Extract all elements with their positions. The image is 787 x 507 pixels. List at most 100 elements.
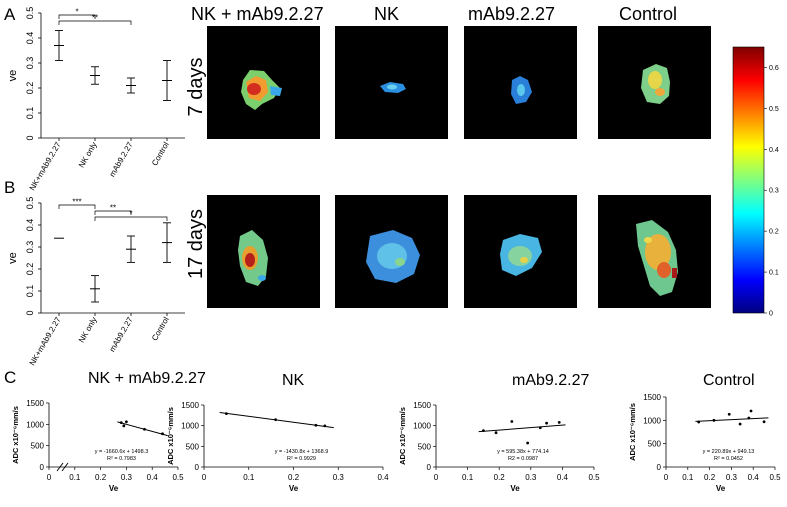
significance-label: * xyxy=(129,210,132,219)
colorbar-tick-label: 0.5 xyxy=(769,106,779,113)
fit-equation: y = 220.89x + 949.13 xyxy=(703,449,755,455)
x-tick-label: 0.3 xyxy=(333,473,345,482)
x-tick-label: 0.5 xyxy=(769,473,781,482)
data-point xyxy=(557,420,561,424)
colorbar-tick-label: 0.3 xyxy=(769,188,779,195)
trend-line xyxy=(117,421,168,437)
y-tick-label: 500 xyxy=(186,442,200,451)
x-tick-label: 0.2 xyxy=(494,473,506,482)
axis-break-mark xyxy=(56,462,64,472)
significance-bracket xyxy=(58,20,132,25)
data-point xyxy=(482,429,485,433)
y-axis-label: ve xyxy=(7,70,19,82)
chart-C4: Control 0 500 1000 1500 0 0.1 0.2 0.3 0.4 0.5 Ve ADC… xyxy=(628,372,781,493)
x-tick-label: 0.4 xyxy=(147,473,159,482)
x-tick-label: 0.5 xyxy=(172,473,184,482)
column-header-mab: mAb9.2.27 xyxy=(468,4,555,24)
y-tick-label: 0.2 xyxy=(25,263,35,276)
x-tick-label: NK only xyxy=(77,141,99,170)
column-header-nk: NK xyxy=(374,4,399,24)
x-tick-label: 0.3 xyxy=(525,473,537,482)
x-tick-label: NK+mAb9.2.27 xyxy=(28,140,63,192)
y-axis-label: ADC x10⁻⁶mm/s xyxy=(11,406,20,464)
tumor-7d-nk-mab xyxy=(241,70,282,110)
panel-label-a: A xyxy=(4,5,16,24)
x-tick-label: 0.4 xyxy=(748,473,760,482)
x-tick-label: 0.1 xyxy=(462,473,474,482)
y-axis-label: ADC x10⁻⁶mm/s xyxy=(398,407,407,465)
data-point xyxy=(323,424,327,428)
tumor-17d-nk-mab xyxy=(238,230,268,286)
y-axis-label: ADC x10⁻⁶mm/s xyxy=(628,403,637,461)
x-tick-label: 0.2 xyxy=(288,473,300,482)
tumor-17d-nk xyxy=(366,230,420,283)
y-tick-label: 1000 xyxy=(413,422,431,431)
chart-title: NK xyxy=(282,372,305,389)
chart-B: 0 0.1 0.2 0.3 0.4 0.5 ve NK+mAb9.2.27 NK only mAb… xyxy=(7,197,185,367)
x-tick-label: 0.3 xyxy=(726,473,738,482)
data-point xyxy=(697,420,701,424)
y-axis-label: ve xyxy=(7,252,19,264)
y-tick-label: 0 xyxy=(25,310,35,315)
column-header-control: Control xyxy=(619,4,677,24)
significance-label: *** xyxy=(72,198,81,207)
fit-equation: y = -1430.8x + 1368.9 xyxy=(275,449,329,455)
colorbar-tick-label: 0.1 xyxy=(769,270,779,277)
x-axis-label: Ve xyxy=(109,484,119,493)
data-point xyxy=(224,412,228,416)
data-point xyxy=(274,418,277,422)
significance-bracket xyxy=(58,14,96,19)
x-tick-label: 0 xyxy=(434,473,439,482)
panel-label-b: B xyxy=(4,178,15,197)
y-tick-label: 500 xyxy=(31,442,45,451)
data-point xyxy=(526,441,530,445)
data-point xyxy=(314,423,318,427)
x-tick-label: 0.1 xyxy=(682,473,694,482)
data-point xyxy=(125,420,128,424)
significance-bracket xyxy=(94,216,168,221)
tumor-7d-control xyxy=(641,64,670,104)
tumor-17d-mab xyxy=(500,234,542,276)
data-point xyxy=(545,421,548,425)
x-tick-label: 0.2 xyxy=(704,473,716,482)
colorbar-ticks: 0 0.1 0.2 0.3 0.4 0.5 0.6 xyxy=(764,65,779,318)
x-tick-label: 0 xyxy=(664,473,669,482)
data-point xyxy=(749,409,753,413)
x-tick-label: 0.1 xyxy=(243,473,255,482)
significance-bracket xyxy=(58,204,96,209)
y-tick-label: 1500 xyxy=(181,401,199,410)
colorbar xyxy=(732,46,765,314)
y-tick-label: 1000 xyxy=(643,416,661,425)
x-tick-label: NK only xyxy=(77,316,99,345)
trend-line xyxy=(478,424,566,433)
chart-title: NK + mAb9.2.27 xyxy=(88,370,206,387)
x-axis-label: Ve xyxy=(510,484,520,493)
x-tick-label: mAb9.2.27 xyxy=(108,315,135,353)
chart-title: mAb9.2.27 xyxy=(512,372,589,389)
x-axis-label: Ve xyxy=(716,484,726,493)
chart-C1: NK + mAb9.2.27 0 500 1000 1500 0 0.1 0.2 0.3 0.4 0… xyxy=(11,370,206,493)
data-point xyxy=(122,424,126,428)
axis-break-mark xyxy=(61,462,69,472)
y-tick-label: 0.3 xyxy=(25,241,35,254)
y-tick-label: 1000 xyxy=(181,422,199,431)
fit-r2: R² = 0.9929 xyxy=(287,456,316,462)
data-point xyxy=(538,426,542,430)
x-tick-label: 0.3 xyxy=(121,473,133,482)
x-axis-label: Ve xyxy=(289,484,299,493)
significance-label: ** xyxy=(92,14,98,23)
y-tick-label: 1500 xyxy=(643,393,661,402)
trend-line xyxy=(695,417,769,422)
y-tick-label: 0.4 xyxy=(25,32,35,45)
data-point xyxy=(747,416,751,420)
fit-equation: y = -1660.6x + 1498.3 xyxy=(95,449,149,455)
data-point xyxy=(510,420,514,423)
y-tick-label: 0 xyxy=(657,463,662,472)
x-tick-label: mAb9.2.27 xyxy=(108,140,135,178)
y-tick-label: 0 xyxy=(195,463,200,472)
chart-C2: NK 0 500 1000 1500 0 0.1 0.2 0.3 0.4 Ve ADC x10⁻⁶mm… xyxy=(166,372,389,493)
x-tick-label: NK+mAb9.2.27 xyxy=(28,315,63,367)
colorbar-tick-label: 0 xyxy=(769,311,773,318)
x-tick-label: 0.4 xyxy=(557,473,569,482)
